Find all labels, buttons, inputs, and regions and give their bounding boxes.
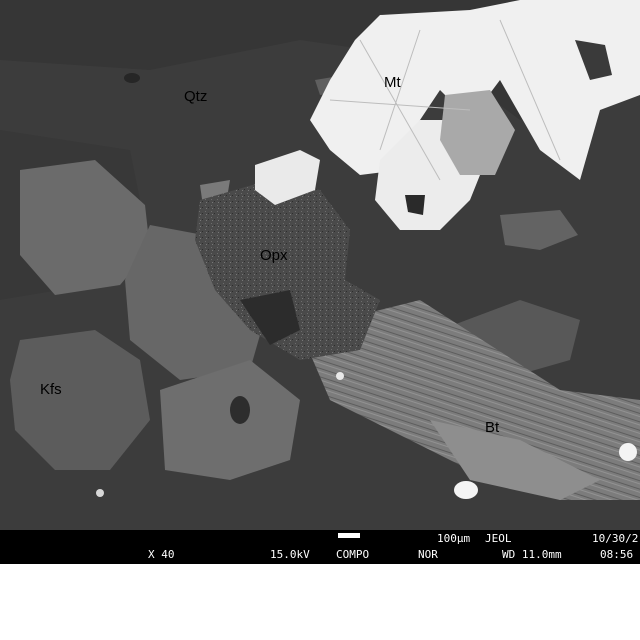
biotite-band: [300, 300, 640, 500]
sem-info-bar: 100µm JEOL 10/30/2 X 40 15.0kV COMPO NOR…: [0, 530, 640, 564]
blank-margin: [0, 564, 640, 640]
pit-in-feldspar: [230, 396, 250, 424]
maker-text: JEOL: [485, 532, 512, 545]
feldspar-grain-kfs: [10, 330, 150, 470]
feldspar-grain-5: [500, 210, 578, 250]
opx-dark-core: [240, 290, 300, 345]
feldspar-grain-1: [20, 160, 150, 295]
pit-in-quartz: [124, 73, 140, 83]
bright-speck-3: [336, 372, 344, 380]
biotite-flake: [430, 420, 600, 500]
magnetite-grain-3: [255, 150, 320, 205]
bright-speck-1: [619, 443, 637, 461]
label-opx: Opx: [260, 247, 288, 264]
scale-text: 100µm: [437, 532, 471, 545]
time-text: 08:56: [600, 548, 634, 561]
backscatter-micrograph: [0, 0, 640, 530]
date-text: 10/30/2: [592, 532, 639, 545]
magnification-text: X 40: [148, 548, 175, 561]
voltage-text: 15.0kV: [270, 548, 310, 561]
bright-speck-4: [96, 489, 104, 497]
scale-bar: [338, 533, 360, 538]
magnetite-inclusion-gray: [440, 90, 515, 175]
label-qtz: Qtz: [184, 88, 208, 105]
label-bt: Bt: [485, 419, 500, 436]
magnetite-main-grain: [310, 0, 640, 180]
signal-text: NOR: [418, 548, 438, 561]
orthopyroxene-aggregate: [195, 180, 380, 360]
mode-text: COMPO: [336, 548, 370, 561]
feldspar-grain-3: [160, 360, 300, 480]
magnetite-pit-2: [405, 195, 425, 215]
label-kfs: Kfs: [40, 381, 62, 398]
micrograph-drawing: [10, 0, 640, 500]
bright-speck-2: [454, 481, 478, 499]
label-mt: Mt: [384, 74, 401, 91]
working-distance-text: WD 11.0mm: [502, 548, 562, 561]
magnetite-pit: [575, 40, 612, 80]
magnetite-fractures: [329, 19, 561, 181]
